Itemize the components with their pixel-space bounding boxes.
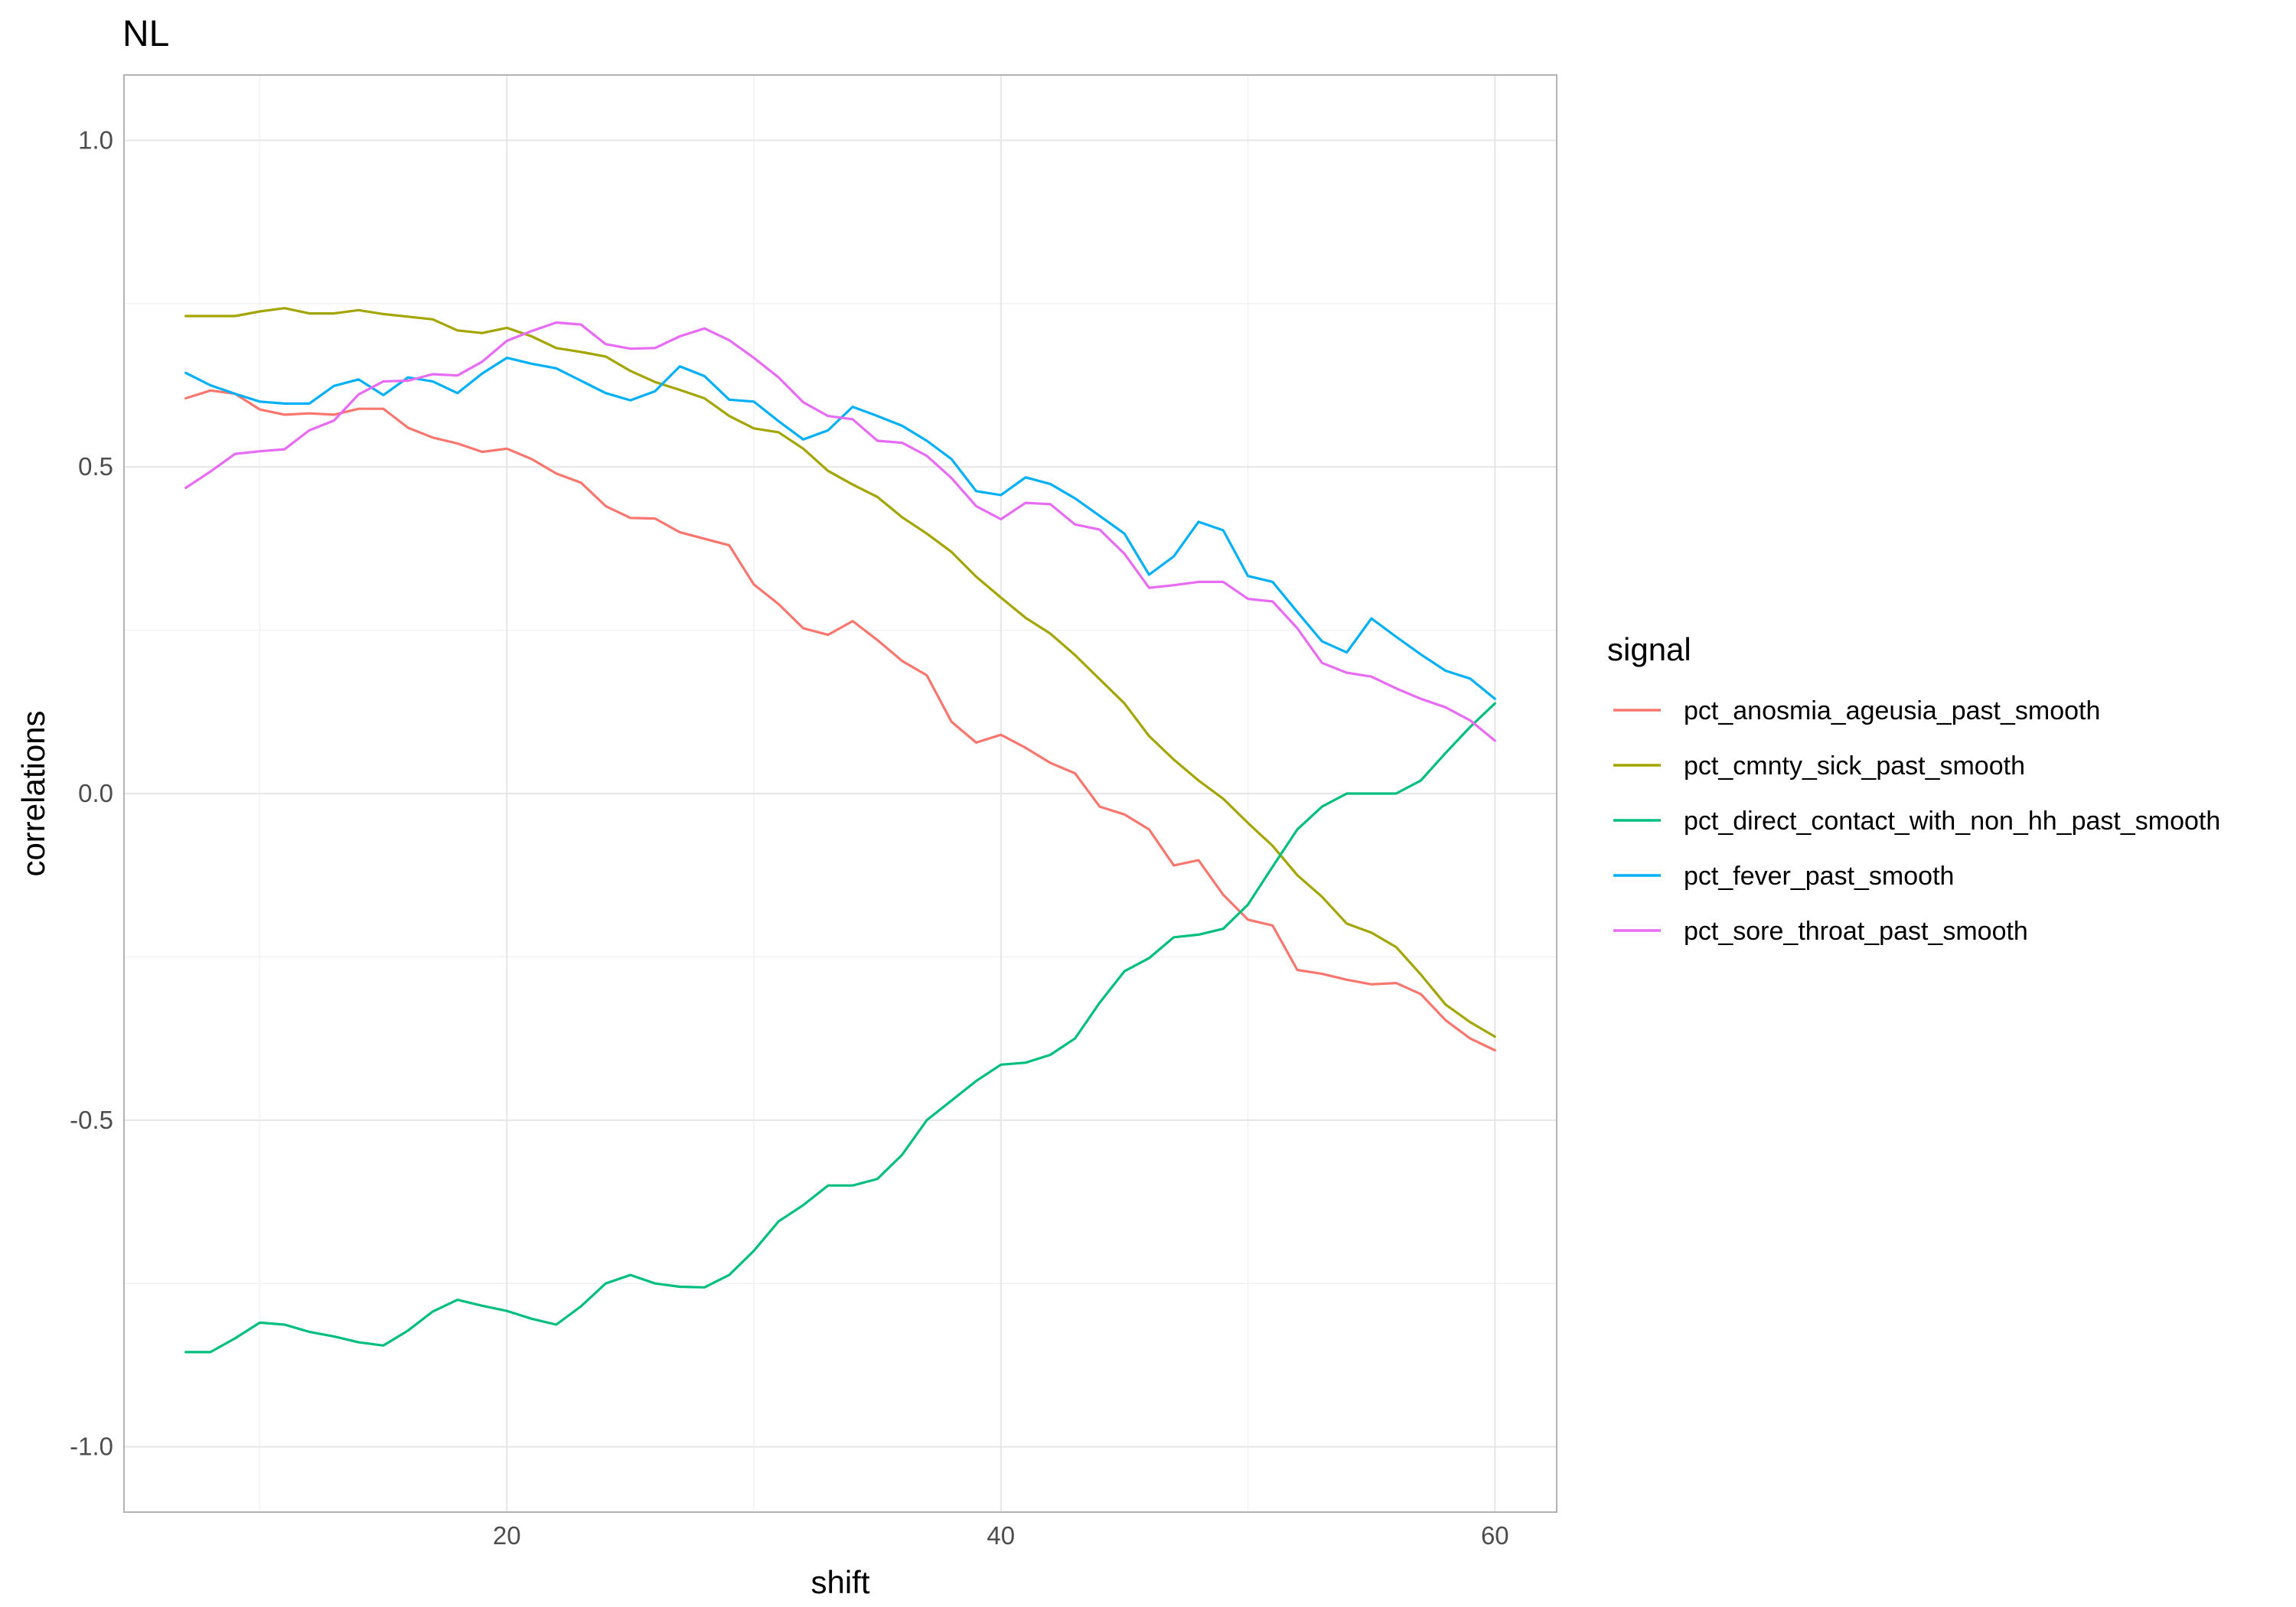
y-tick-label: -0.5 bbox=[70, 1106, 113, 1134]
series-lines bbox=[184, 307, 1496, 1354]
x-tick-label: 20 bbox=[493, 1521, 521, 1550]
x-tick-label: 40 bbox=[987, 1521, 1015, 1550]
y-tick-label: 0.0 bbox=[78, 779, 113, 807]
legend-label: pct_sore_throat_past_smooth bbox=[1684, 917, 2028, 946]
legend-items: pct_anosmia_ageusia_past_smooth pct_cmnty… bbox=[1613, 696, 2220, 946]
x-axis-title: shift bbox=[810, 1564, 869, 1600]
axis-ticks: 20 40 60 1.0 0.5 0.0 -0.5 -1.0 bbox=[70, 125, 1509, 1550]
series-line-pct_anosmia_ageusia_past_smooth bbox=[184, 389, 1496, 1052]
x-tick-label: 60 bbox=[1481, 1521, 1509, 1550]
legend-label: pct_anosmia_ageusia_past_smooth bbox=[1684, 696, 2100, 725]
legend: signal pct_anosmia_ageusia_past_smoothpc… bbox=[1607, 631, 2220, 946]
y-tick-label: 1.0 bbox=[78, 125, 113, 154]
series-line-pct_cmnty_sick_past_smooth bbox=[184, 307, 1496, 1038]
legend-label: pct_fever_past_smooth bbox=[1684, 862, 1954, 891]
plot-panel bbox=[123, 74, 1557, 1513]
legend-label: pct_cmnty_sick_past_smooth bbox=[1684, 751, 2025, 781]
chart-title: NL bbox=[122, 14, 169, 54]
y-tick-label: -1.0 bbox=[70, 1433, 113, 1461]
legend-title: signal bbox=[1607, 631, 1691, 667]
legend-label: pct_direct_contact_with_non_hh_past_smoo… bbox=[1684, 807, 2220, 836]
series-line-pct_sore_throat_past_smooth bbox=[184, 321, 1496, 742]
grid bbox=[124, 75, 1557, 1512]
y-axis-title: correlations bbox=[15, 710, 51, 876]
series-line-pct_direct_contact_with_non_hh_past_smooth bbox=[184, 702, 1496, 1354]
y-tick-label: 0.5 bbox=[78, 452, 113, 481]
